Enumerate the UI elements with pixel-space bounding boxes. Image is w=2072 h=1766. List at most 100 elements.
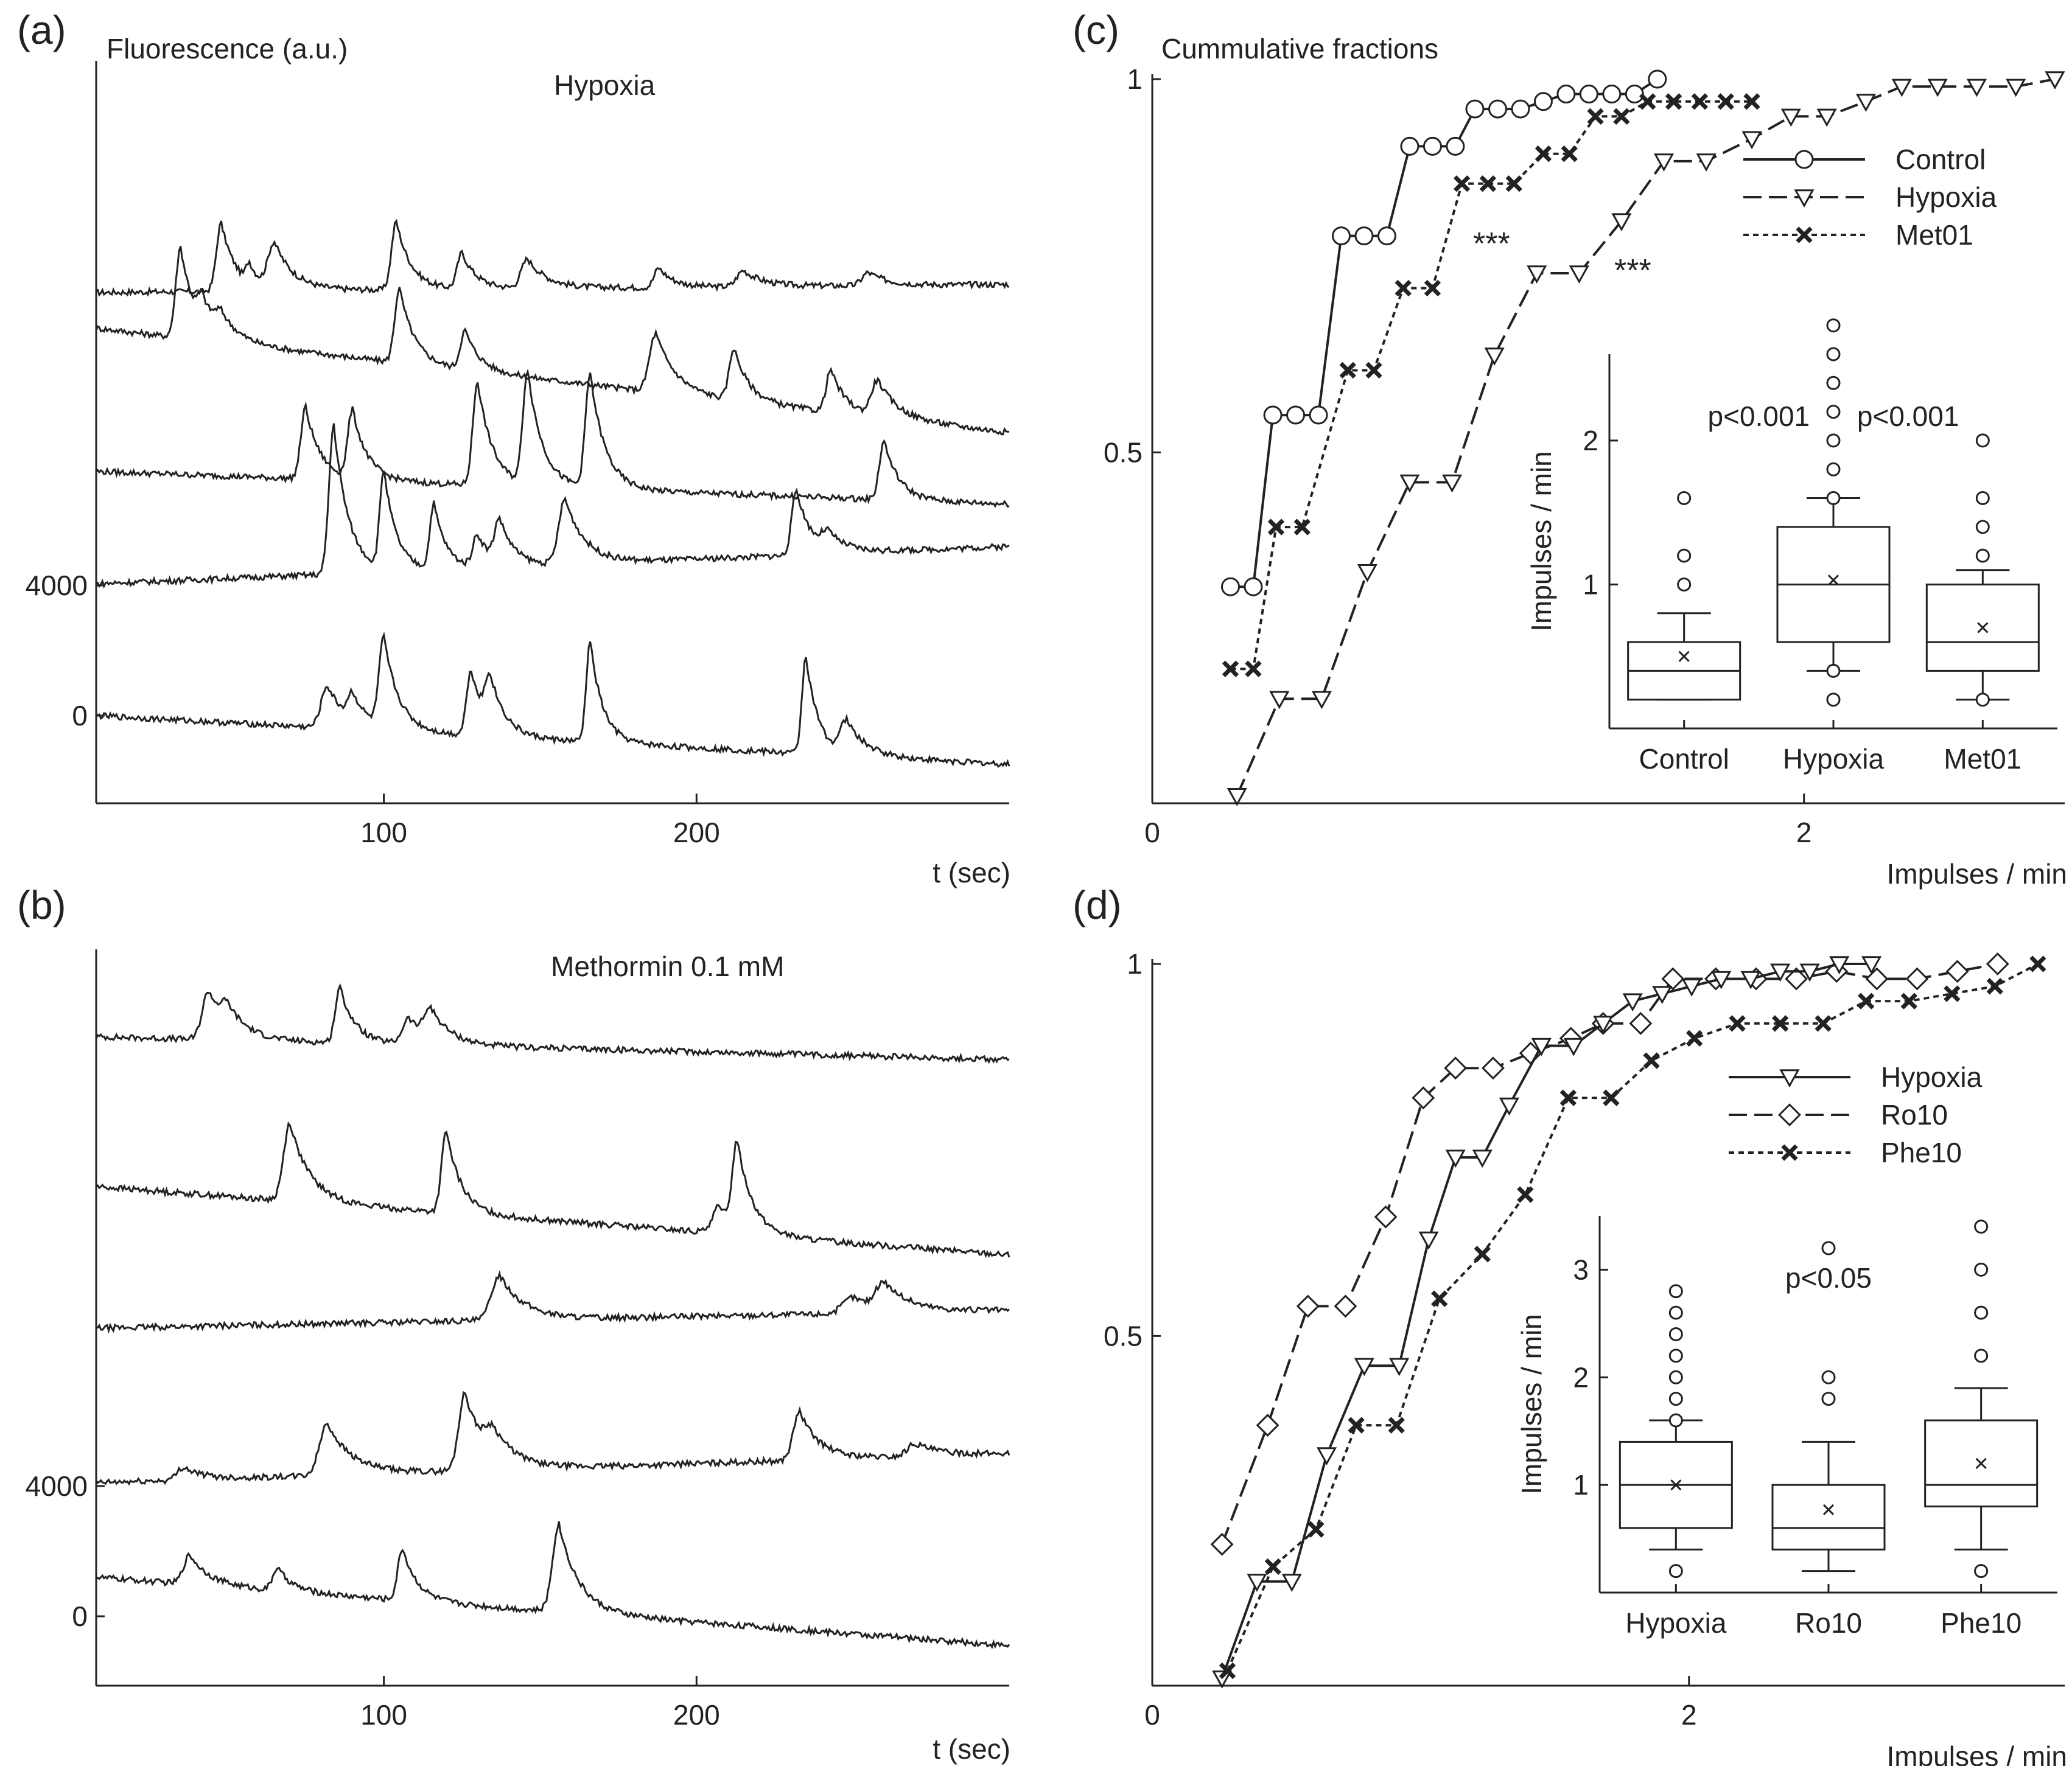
- inset-y-tick-label: 1: [1583, 568, 1598, 600]
- panel-title: Methormin 0.1 mM: [551, 951, 784, 982]
- series-line: [1220, 963, 1998, 1545]
- y-tick-label: 0.5: [1104, 436, 1143, 468]
- mean-marker: [1670, 1479, 1682, 1491]
- outlier-point: [1677, 491, 1692, 506]
- data-point: [1499, 1097, 1519, 1116]
- outlier-point: [1821, 1370, 1836, 1384]
- fluorescence-trace: [95, 1121, 1010, 1258]
- p-value-label: p<0.05: [1785, 1262, 1872, 1294]
- data-point: [1389, 1358, 1410, 1377]
- data-point: [1780, 108, 1801, 127]
- outlier-point: [1668, 1327, 1683, 1342]
- data-point: [1891, 79, 1912, 97]
- outlier-point: [1975, 491, 1990, 506]
- inset-category-label: Met01: [1944, 743, 2021, 775]
- y-tick-label: 1: [1127, 948, 1143, 980]
- data-point: [1531, 1038, 1552, 1056]
- legend-marker: [1779, 1069, 1800, 1088]
- inset-category-label: Control: [1639, 743, 1729, 775]
- data-point: [1785, 967, 1808, 991]
- data-point: [1309, 405, 1328, 425]
- data-point: [1661, 967, 1685, 991]
- fluorescence-trace: [95, 1391, 1010, 1486]
- fluorescence-trace: [95, 631, 1010, 768]
- inset-category-label: Hypoxia: [1625, 1607, 1727, 1639]
- data-point: [1535, 145, 1552, 162]
- data-point: [1446, 136, 1465, 156]
- data-point: [1829, 956, 1850, 975]
- legend-marker: [1778, 1103, 1801, 1126]
- fluorescence-trace: [96, 218, 1010, 297]
- inset-y-tick-label: 2: [1583, 425, 1598, 456]
- data-point: [1488, 99, 1507, 119]
- data-point: [1625, 85, 1644, 104]
- data-point: [1717, 93, 1734, 110]
- data-point: [1453, 175, 1471, 192]
- data-point: [1770, 963, 1791, 982]
- data-point: [1247, 1574, 1267, 1592]
- outlier-point: [1821, 1392, 1836, 1406]
- legend-label: Met01: [1895, 219, 1973, 251]
- data-point: [1465, 99, 1485, 119]
- legend-marker: [1781, 1144, 1798, 1161]
- data-point: [1905, 967, 1929, 991]
- significance-label: ***: [1614, 253, 1651, 288]
- data-point: [1212, 1670, 1233, 1689]
- data-point: [1424, 279, 1441, 297]
- panel-label: (d): [1073, 882, 1122, 927]
- outlier-point: [1821, 1241, 1836, 1255]
- data-point: [1559, 1089, 1577, 1106]
- data-point: [1222, 660, 1239, 677]
- data-point: [1927, 79, 1948, 97]
- data-point: [1865, 967, 1889, 991]
- data-point: [1245, 660, 1262, 677]
- data-point: [1412, 1086, 1435, 1110]
- legend-label: Phe10: [1881, 1137, 1962, 1168]
- data-point: [1561, 145, 1578, 162]
- data-point: [1511, 99, 1530, 119]
- outlier-point: [1826, 347, 1841, 361]
- outlier-point: [1974, 1349, 1989, 1363]
- data-point: [1966, 79, 1987, 97]
- data-point: [1354, 226, 1374, 246]
- data-point: [1681, 978, 1702, 997]
- mean-marker: [1822, 1504, 1835, 1515]
- box: [1771, 1484, 1886, 1551]
- data-point: [1771, 1015, 1789, 1032]
- legend-label: Hypoxia: [1895, 181, 1997, 213]
- outlier-point: [1668, 1305, 1683, 1320]
- data-point: [1648, 69, 1667, 89]
- data-point: [1593, 1016, 1614, 1034]
- x-tick-label: 2: [1796, 817, 1812, 848]
- mean-marker: [1977, 622, 1989, 633]
- data-point: [1484, 347, 1505, 366]
- data-point: [1653, 153, 1675, 172]
- data-point: [2006, 79, 2026, 97]
- data-point: [1365, 361, 1382, 379]
- panel-label: (b): [17, 882, 66, 927]
- data-point: [1395, 279, 1412, 297]
- panel-title: Hypoxia: [554, 69, 656, 101]
- data-point: [1377, 226, 1396, 246]
- outlier-point: [1974, 1220, 1989, 1234]
- data-point: [1388, 1417, 1405, 1434]
- data-point: [1527, 265, 1547, 284]
- data-point: [1945, 960, 1969, 983]
- outlier-point: [1974, 1305, 1989, 1320]
- outlier-point: [1826, 433, 1841, 448]
- data-point: [1400, 136, 1419, 156]
- outlier-point: [1975, 520, 1990, 534]
- x-tick-label: 2: [1681, 1699, 1697, 1731]
- y-axis-title: Fluorescence (a.u.): [107, 33, 348, 65]
- data-point: [1855, 94, 1876, 112]
- data-point: [1579, 85, 1598, 104]
- outlier-point: [1826, 663, 1841, 678]
- data-point: [1263, 405, 1283, 425]
- panel-label: (a): [17, 7, 66, 52]
- data-point: [1281, 1574, 1302, 1592]
- outlier-point: [1677, 577, 1692, 592]
- data-point: [1556, 85, 1576, 104]
- data-point: [1611, 213, 1632, 232]
- x-tick-label: 200: [673, 817, 720, 848]
